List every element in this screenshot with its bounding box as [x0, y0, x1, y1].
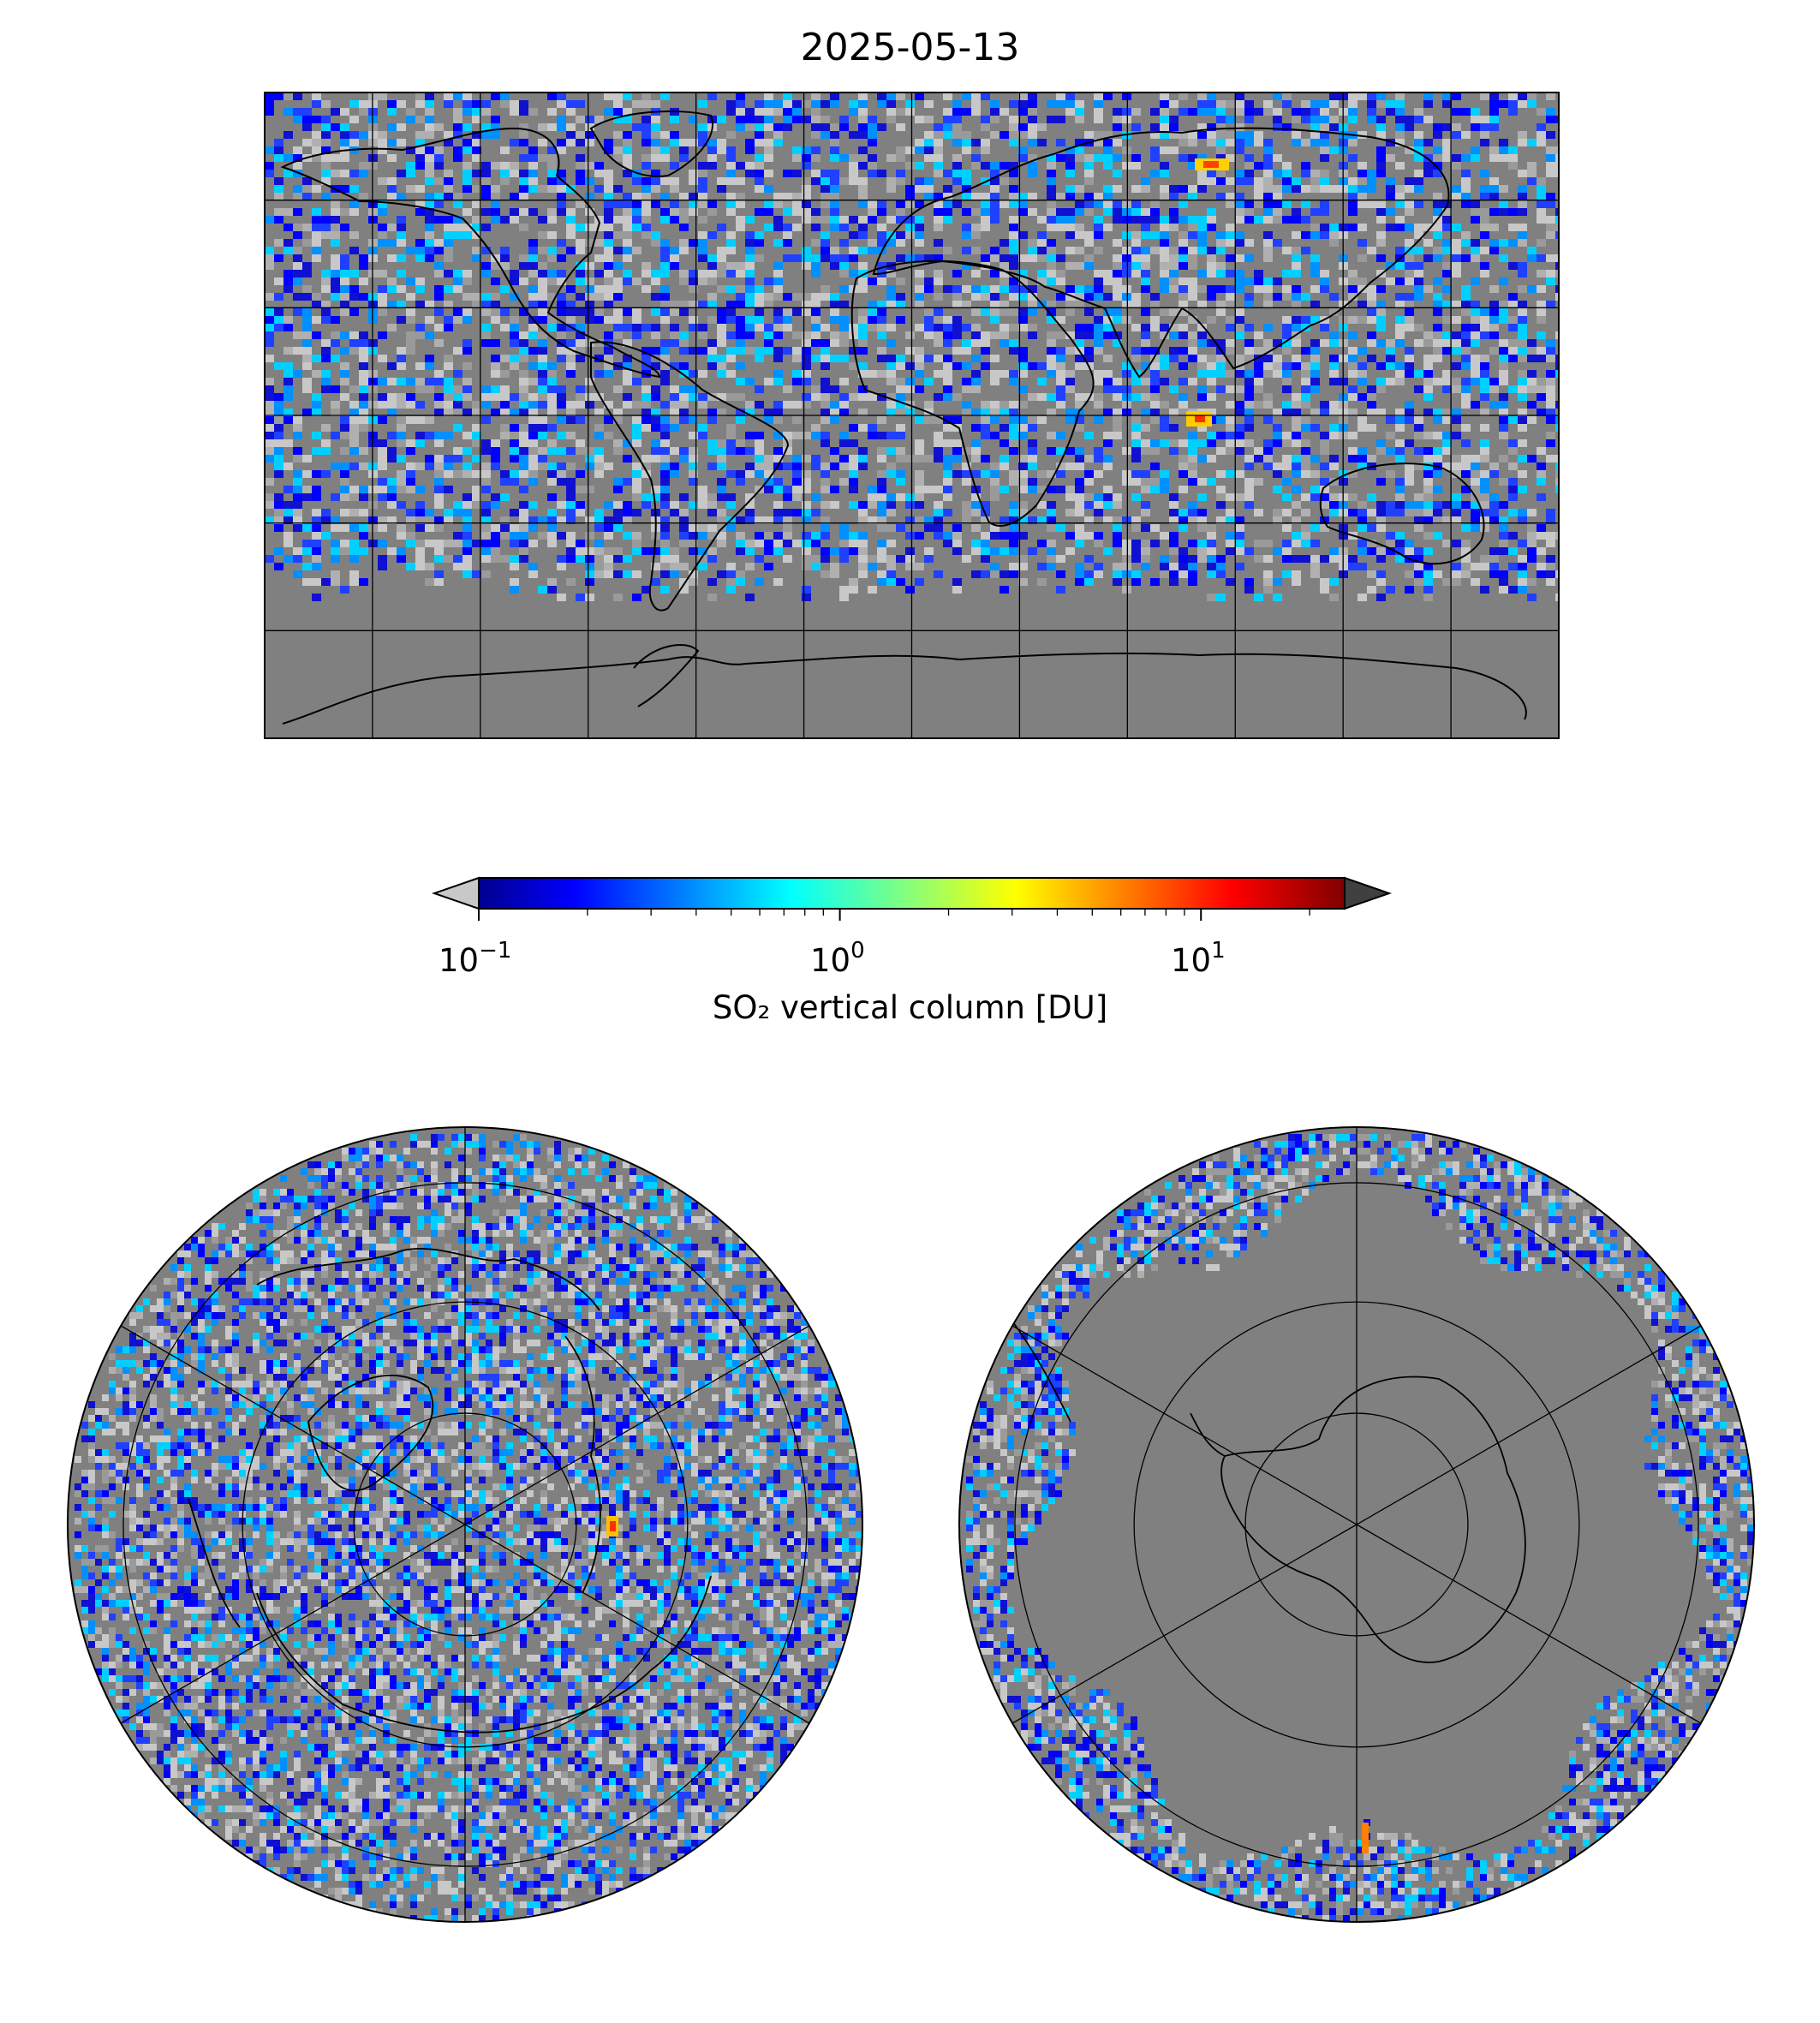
- coastline-antarctic-peninsula-south: [1190, 1412, 1226, 1457]
- south-polar-frame: [958, 1126, 1755, 1923]
- south-polar-so2-pixels: [966, 1134, 1754, 1922]
- colorbar-tick-label-2: 101: [1171, 938, 1226, 979]
- colorbar-tick-label-1: 100: [810, 938, 865, 979]
- global-map-frame: [264, 92, 1560, 739]
- global-gridlines: [265, 92, 1559, 738]
- north-polar-gridlines: [120, 1127, 810, 1922]
- coastline-antarctic-peninsula: [633, 643, 700, 707]
- coastline-siberia-north: [256, 1575, 712, 1734]
- figure-title: 2025-05-13: [800, 26, 1020, 69]
- south-polar-map: [958, 1126, 1755, 1923]
- colorbar-gradient: [479, 878, 1345, 909]
- global-coastlines: [280, 110, 1527, 725]
- coastline-south-america-tip: [1010, 1318, 1071, 1423]
- colorbar-under-extension: [431, 876, 480, 910]
- north-polar-coastlines: [188, 1248, 712, 1734]
- north-polar-map: [67, 1126, 863, 1923]
- coastline-antarctica: [282, 652, 1527, 725]
- coastline-antarctica-south: [1220, 1376, 1526, 1663]
- south-polar-coastlines: [1010, 1318, 1526, 1663]
- colorbar-ticks: [478, 909, 1310, 921]
- colorbar-over-extension: [1344, 876, 1393, 910]
- coastline-australia: [1319, 462, 1485, 565]
- coastline-europe-north: [564, 1335, 601, 1594]
- coastline-north-america-north: [256, 1248, 600, 1311]
- coastline-alaska-north: [188, 1498, 241, 1628]
- global-map: [264, 92, 1560, 739]
- south-polar-gridlines: [1011, 1127, 1702, 1922]
- coastline-eurasia: [872, 127, 1450, 379]
- coastline-greenland-north: [307, 1375, 434, 1492]
- colorbar-label: SO₂ vertical column [DU]: [712, 989, 1108, 1026]
- colorbar-frame: [478, 877, 1346, 910]
- coastline-africa: [850, 260, 1095, 527]
- colorbar-tick-label-0: 10−1: [439, 938, 512, 979]
- north-polar-frame: [67, 1126, 863, 1923]
- coastline-greenland: [589, 110, 713, 177]
- coastline-north-america: [280, 127, 661, 379]
- colorbar: [431, 876, 1393, 921]
- coastline-south-america: [590, 341, 790, 612]
- north-polar-so2-pixels: [75, 1134, 862, 1922]
